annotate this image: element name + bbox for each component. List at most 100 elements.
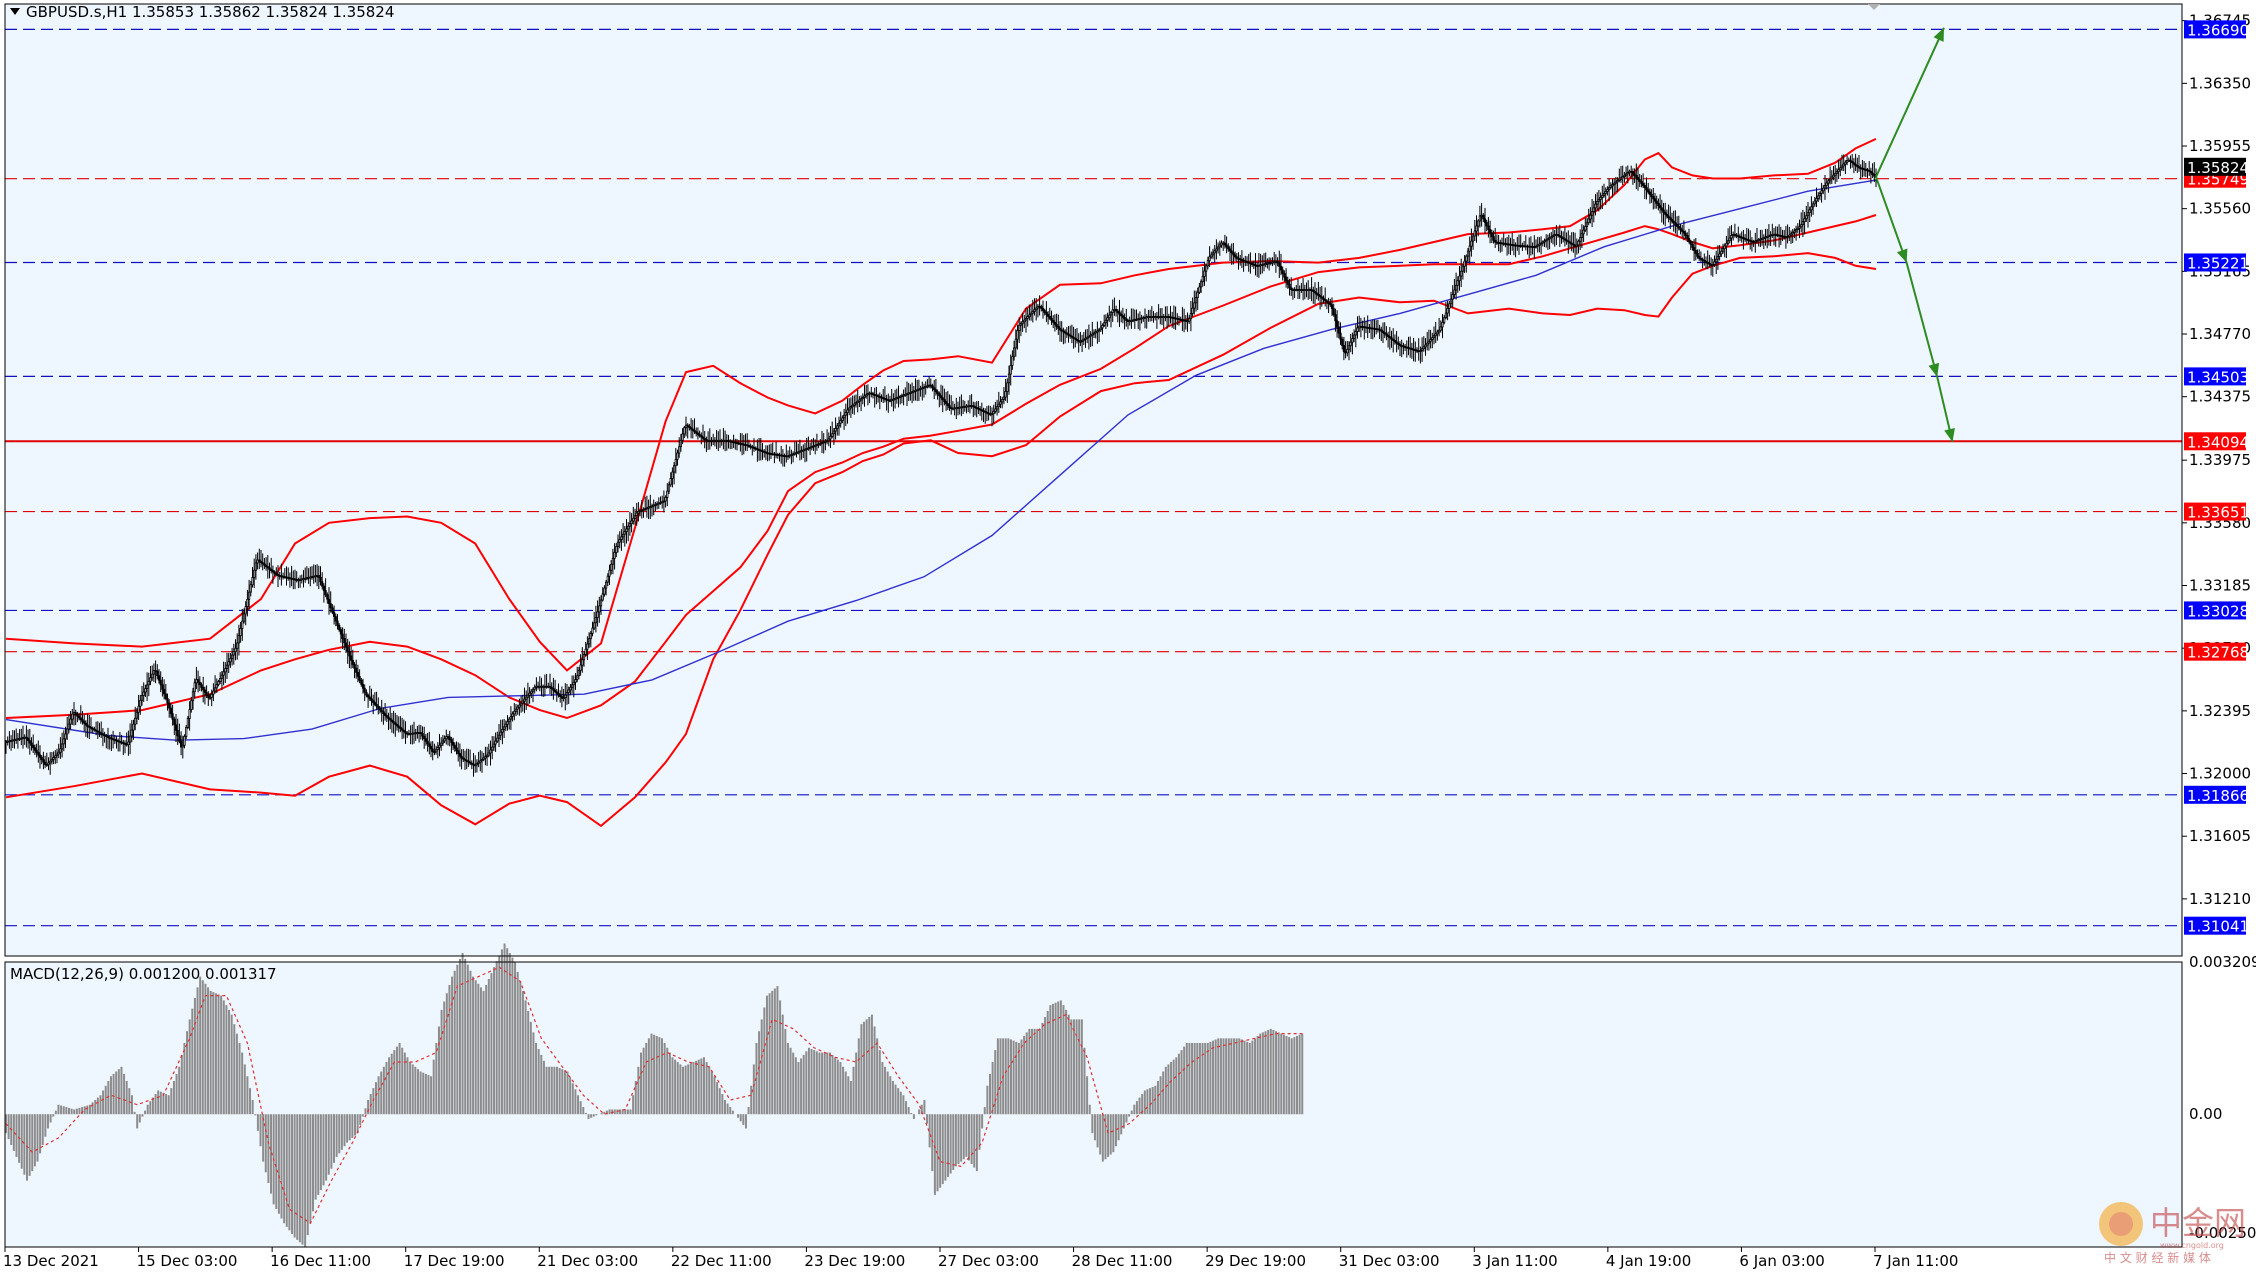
- candle-body: [302, 578, 305, 580]
- candle-body: [115, 739, 118, 742]
- time-axis[interactable]: 13 Dec 2021 15 Dec 03:00 16 Dec 11:00 17 De…: [3, 1247, 1958, 1270]
- candle: [911, 382, 914, 404]
- candle: [322, 583, 326, 603]
- candle-body: [815, 444, 819, 447]
- candle-body: [1716, 256, 1719, 260]
- candle-body: [149, 677, 152, 682]
- projection-arrow[interactable]: [1875, 176, 1908, 263]
- candle-body: [1563, 238, 1566, 241]
- candle: [1791, 228, 1794, 244]
- candle: [382, 707, 385, 725]
- candle: [1679, 224, 1682, 235]
- candle-body: [300, 578, 303, 581]
- candle-body: [1495, 241, 1498, 244]
- candle-body: [1439, 326, 1442, 331]
- candle-body: [528, 692, 531, 696]
- candle: [1087, 324, 1090, 350]
- candle-body: [178, 735, 181, 742]
- candle: [1359, 317, 1362, 338]
- candle-body: [1443, 317, 1446, 323]
- candle-body: [1305, 289, 1308, 292]
- candle: [919, 385, 922, 397]
- candle: [1664, 202, 1667, 227]
- candle: [1194, 290, 1198, 312]
- candle-body: [1837, 169, 1840, 172]
- candle: [1293, 287, 1296, 298]
- candle: [1064, 329, 1067, 344]
- candle: [759, 437, 762, 461]
- candle: [196, 670, 200, 693]
- projection-arrow-head: [1933, 27, 1944, 42]
- header-dropdown-icon[interactable]: [10, 8, 20, 15]
- candle: [1053, 314, 1056, 332]
- candle: [1835, 168, 1838, 182]
- candle-body: [905, 393, 909, 396]
- chart-shift-marker-icon[interactable]: [1868, 4, 1880, 10]
- candle-body: [1803, 218, 1806, 223]
- candle: [164, 683, 167, 701]
- candle-body: [1863, 168, 1866, 171]
- candle-body: [1635, 175, 1638, 178]
- candle-body: [1013, 347, 1016, 358]
- candle-body: [399, 726, 402, 730]
- candle-body: [186, 718, 189, 728]
- candle: [1635, 163, 1638, 190]
- price-tick-label: 1.36350: [2189, 74, 2251, 92]
- candle-body: [737, 442, 740, 445]
- candle-body: [858, 399, 861, 402]
- candle-body: [106, 736, 110, 738]
- candle: [1767, 224, 1770, 246]
- candle: [417, 724, 421, 743]
- candle-body: [1504, 243, 1507, 245]
- bollinger-upper: [5, 137, 1877, 672]
- candle: [1086, 329, 1089, 344]
- candle: [1133, 309, 1136, 329]
- projection-arrow[interactable]: [1905, 262, 1939, 378]
- candle: [1647, 182, 1650, 195]
- candle: [1536, 236, 1539, 253]
- candle: [72, 702, 76, 726]
- candle: [1470, 228, 1473, 257]
- candle-body: [1767, 235, 1770, 238]
- candle: [1009, 354, 1012, 386]
- price-tick-label: 1.34375: [2189, 388, 2251, 406]
- candle-body: [416, 732, 419, 734]
- candle-body: [1764, 236, 1767, 239]
- candle: [423, 726, 426, 749]
- projection-arrow[interactable]: [1875, 27, 1945, 178]
- candle: [406, 731, 409, 738]
- candle: [972, 401, 975, 418]
- candle-body: [1359, 325, 1362, 328]
- candle-body: [1745, 238, 1748, 241]
- candle-body: [639, 510, 642, 513]
- candle-body: [1514, 244, 1517, 247]
- candle-body: [132, 723, 135, 731]
- candle-body: [1618, 178, 1621, 181]
- candle-body: [1528, 245, 1531, 248]
- candle-body: [1227, 246, 1230, 250]
- candle: [1200, 279, 1203, 293]
- candle-body: [831, 433, 834, 437]
- candle-body: [1290, 287, 1293, 291]
- candle-body: [1614, 181, 1617, 184]
- candle: [1755, 227, 1759, 244]
- candle-body: [1337, 326, 1340, 334]
- candle: [933, 379, 936, 400]
- candle-body: [749, 445, 752, 448]
- candle: [351, 649, 354, 668]
- candle-body: [615, 546, 618, 553]
- candle: [1575, 238, 1578, 255]
- candle: [1594, 194, 1597, 216]
- candle-body: [1670, 219, 1674, 222]
- candle-body: [824, 440, 827, 443]
- candle-body: [445, 736, 448, 740]
- candle-body: [1128, 320, 1131, 323]
- candle: [746, 433, 749, 452]
- candle: [1317, 281, 1320, 301]
- candle-body: [1397, 342, 1400, 345]
- candle: [1279, 253, 1283, 276]
- candle-body: [929, 384, 932, 387]
- candle: [1805, 205, 1808, 223]
- candle-body: [591, 627, 594, 634]
